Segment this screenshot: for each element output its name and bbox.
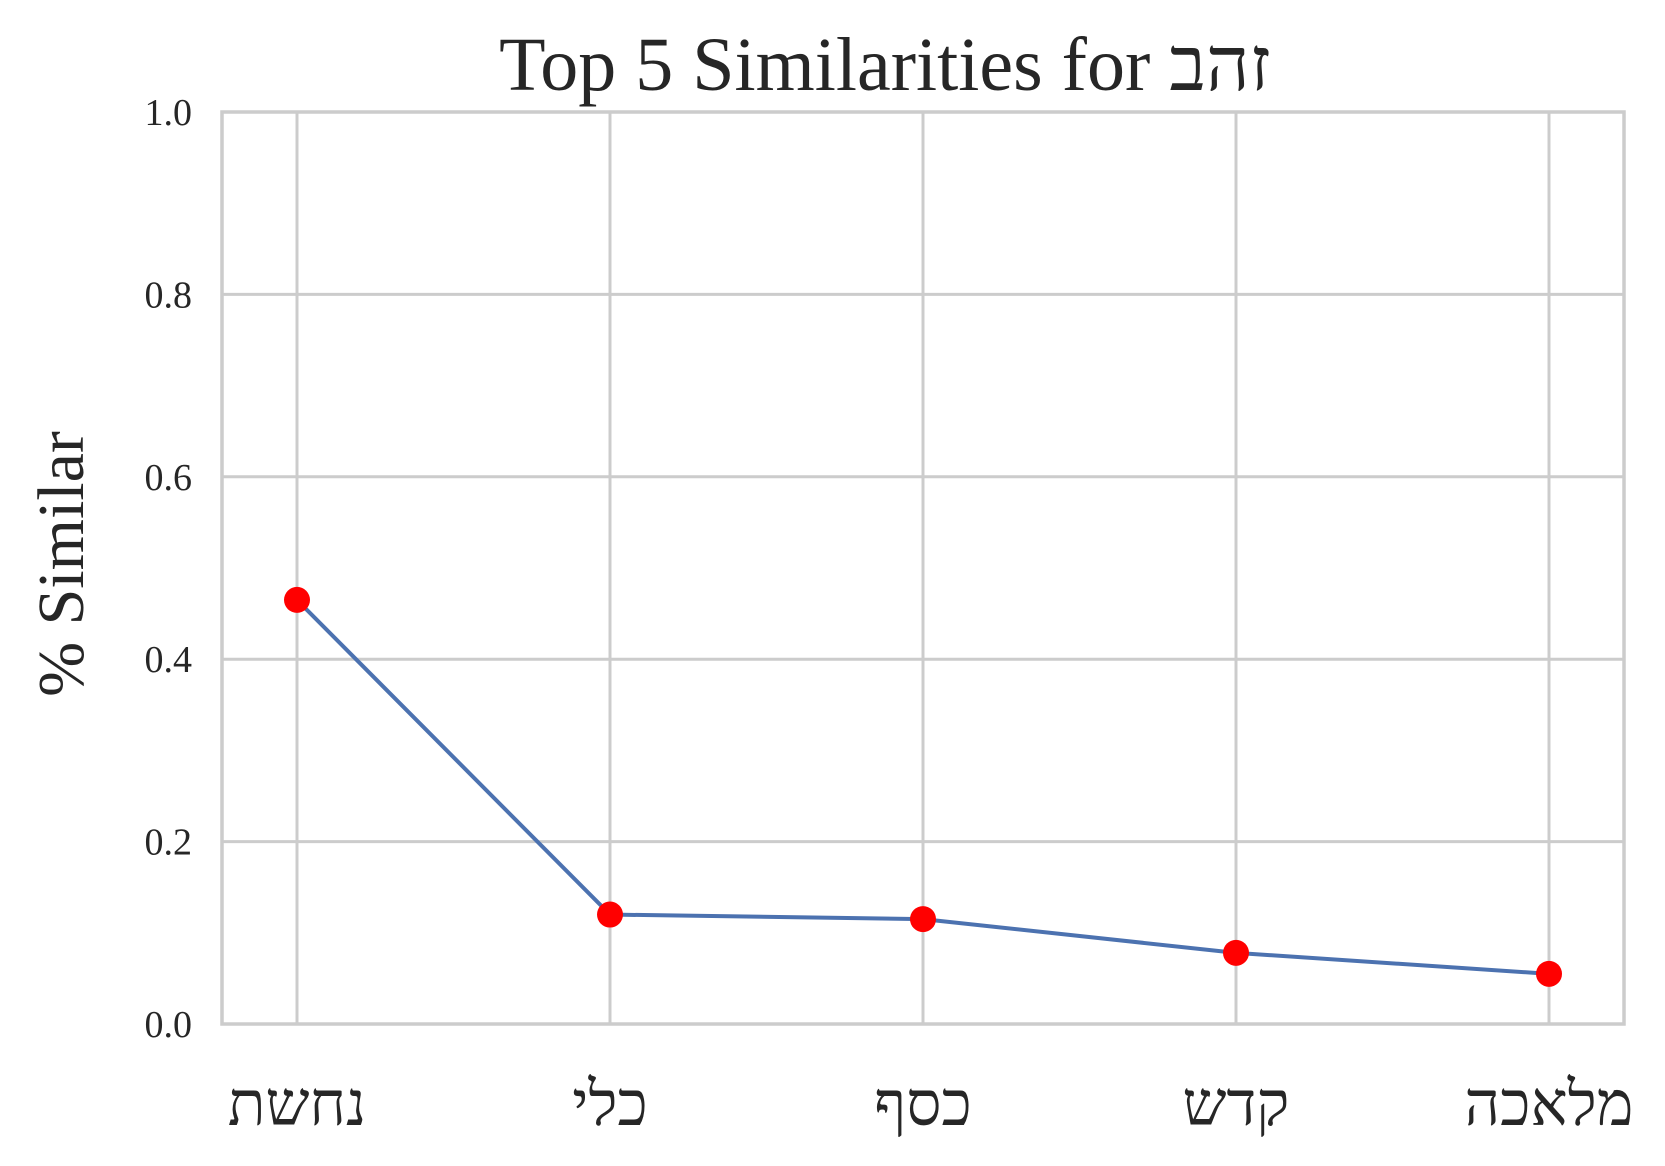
x-tick-label: כלי [572,1067,648,1140]
x-tick-label: נחשת [228,1067,367,1140]
x-tick-labels: נחשת כלי כסף קדש מלאכה [228,1067,1634,1140]
plot-frame [220,110,1626,1026]
y-tick-label: 0.6 [145,457,193,499]
series-similarity [284,586,1562,987]
y-tick-label: 0.4 [145,639,193,681]
x-tick-label: מלאכה [1465,1067,1634,1140]
y-tick-label: 0.8 [145,274,193,316]
x-tick-label: קדש [1183,1067,1290,1140]
y-tick-label: 0.0 [145,1004,193,1046]
data-point [597,901,623,928]
data-point [1536,960,1562,987]
gridlines [222,110,1624,1026]
data-point [1223,939,1249,966]
y-tick-label: 1.0 [145,92,193,134]
x-tick-label: כסף [874,1067,972,1140]
chart-title: Top 5 Similarities for זהב [499,23,1271,107]
y-tick-labels: 0.0 0.2 0.4 0.6 0.8 1.0 [145,92,193,1046]
y-axis-label: % Similar [25,431,98,697]
data-point [284,586,310,613]
y-tick-label: 0.2 [145,822,193,864]
data-point [910,906,936,933]
